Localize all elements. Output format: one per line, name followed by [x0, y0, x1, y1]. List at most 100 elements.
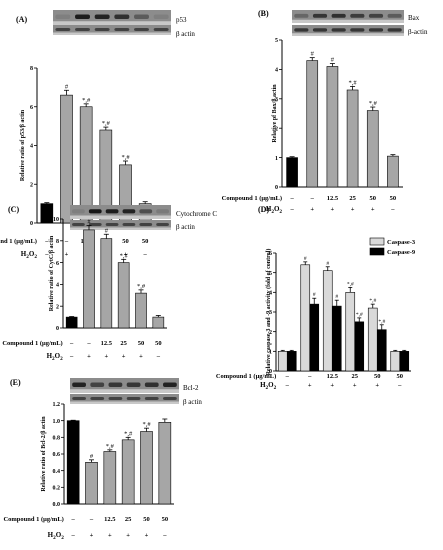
- panel-b-row2-label: H2O2: [266, 205, 283, 215]
- panel-b-y-tick-label: 0: [275, 185, 278, 191]
- panel-a-bar: [60, 94, 73, 224]
- panel-c-ylabel: Relative ratio of CytC/β actin: [49, 235, 55, 311]
- panel-a-y-tick-label: 8: [30, 66, 33, 72]
- panel-d-bar-caspase-9: [331, 305, 342, 372]
- panel-e-annotation: #: [90, 453, 94, 460]
- panel-e-loading-blot-band: [108, 397, 123, 400]
- panel-c-label: (C): [8, 205, 19, 214]
- panel-b-bar: [387, 155, 399, 188]
- panel-c-target-blot-edge: [70, 215, 171, 219]
- panel-d-annotation: *,#: [347, 281, 354, 287]
- panel-b-label: (B): [258, 9, 269, 18]
- panel-e-bar: [66, 420, 80, 505]
- panel-d-bar-caspase-9: [354, 321, 365, 372]
- panel-b-loading-blot-band: [331, 28, 346, 32]
- panel-c-loading-blot-band: [105, 223, 119, 226]
- panel-b-target-blot-edge: [292, 19, 404, 23]
- panel-e-y-tick-label: 0.8: [53, 436, 61, 442]
- panel-a-target-blot-edge: [53, 21, 171, 25]
- panel-d-annotation: *,#: [369, 298, 376, 304]
- panel-b-target-blot-band: [387, 13, 402, 18]
- panel-b-target-blot-band: [368, 13, 384, 18]
- panel-a-target-blot: [53, 10, 171, 25]
- panel-e-loading-blot: [70, 394, 179, 404]
- panel-e-target-blot-band: [108, 382, 123, 387]
- panel-e-bar: [158, 422, 172, 505]
- panel-c-annotation: *,#: [120, 252, 129, 259]
- panel-a-y-tick-label: 0: [30, 221, 33, 227]
- panel-b-row1-value: –: [289, 195, 294, 202]
- panel-c-target-blot-band: [72, 209, 85, 214]
- panel-d-row1-value: 50: [397, 373, 404, 380]
- panel-c-target-blot-band: [105, 209, 119, 214]
- panel-e-label: (E): [10, 378, 21, 387]
- panel-d-legend-label: Caspase-3: [387, 239, 416, 246]
- panel-b-target-blot-band: [350, 13, 365, 18]
- panel-a-loading-blot-edge: [53, 32, 171, 35]
- panel-b-row2-value: –: [390, 206, 395, 213]
- panel-c-row1-value: –: [69, 340, 74, 347]
- panel-c-bar: [100, 238, 113, 329]
- panel-e-annotation: *,#: [124, 430, 133, 437]
- panel-b-row1-label: Compound 1 (μg/mL): [222, 195, 282, 202]
- panel-c-row2-value: +: [87, 353, 91, 360]
- panel-a-loading-blot-band: [75, 28, 90, 31]
- panel-b-row2-value: +: [331, 206, 335, 213]
- panel-e-y-tick-label: 0.2: [53, 486, 61, 492]
- panel-d-legend-label: Caspase-9: [387, 249, 416, 256]
- panel-c-annotation: *,#: [137, 283, 146, 290]
- panel-b-blot-label: Bax: [408, 14, 420, 22]
- panel-b-loading-blot-band: [368, 28, 384, 32]
- panel-b-y-tick-label: 3: [275, 97, 278, 103]
- panel-a-loading-blot-band: [94, 28, 110, 31]
- panel-e-loading-blot-band: [126, 397, 141, 400]
- panel-b-loading-blot-edge: [292, 33, 404, 36]
- panel-d-row2-value: +: [375, 382, 379, 389]
- panel-b-bar: [306, 60, 319, 188]
- panel-b-bar: [346, 89, 359, 188]
- panel-c-loading-blot-band: [156, 223, 169, 226]
- panel-d-bar-caspase-9: [399, 351, 410, 372]
- panel-c-y-tick-label: 6: [56, 261, 59, 267]
- panel-c-y-tick-label: 10: [53, 217, 59, 223]
- panel-c-target-blot-band: [88, 209, 102, 214]
- panel-d-bar-caspase-3: [390, 351, 401, 372]
- panel-a-target-blot-band: [75, 14, 90, 19]
- panel-d-row2-value: +: [353, 382, 357, 389]
- panel-d-annotation: #: [304, 256, 307, 262]
- panel-e-y-tick-label: 1.2: [53, 402, 61, 408]
- panel-d-bar-caspase-9: [376, 329, 387, 372]
- panel-e-row2-value: –: [71, 532, 76, 539]
- panel-b-y-tick-label: 2: [275, 126, 278, 132]
- panel-a-y-tick-label: 6: [30, 105, 33, 111]
- panel-e-row1-value: –: [71, 516, 76, 523]
- panel-a-target-blot-band: [114, 14, 130, 19]
- panel-b-row1-value: –: [310, 195, 315, 202]
- panel-b-loading-blot-band: [312, 28, 328, 32]
- panel-b-bar: [286, 157, 298, 188]
- panel-a-ylabel: Relative ratio of p53/β actin: [20, 109, 26, 181]
- panel-e-row2-value: +: [145, 532, 149, 539]
- panel-d-bar-caspase-3: [322, 270, 333, 372]
- panel-a-y-tick-label: 4: [30, 144, 33, 150]
- panel-c-row2-value: +: [122, 353, 126, 360]
- panel-c-target-blot: [70, 205, 171, 219]
- panel-a-blot-label: p53: [176, 16, 187, 24]
- panel-e-ylabel: Relative ratio of Bcl-2/β actin: [41, 416, 47, 492]
- panel-a-annotation: *,#: [82, 97, 91, 104]
- panel-b-target-blot-band: [312, 13, 328, 18]
- panel-e-row2-value: +: [108, 532, 112, 539]
- panel-c-loading-blot-edge: [70, 227, 171, 230]
- panel-e-loading-blot-band: [163, 397, 177, 400]
- panel-c-bar: [152, 316, 165, 329]
- panel-d-row1-value: 25: [352, 373, 359, 380]
- panel-c-row2-label: H2O2: [47, 352, 64, 362]
- panel-b-loading-blot-band: [387, 28, 402, 32]
- panel-b-y-tick-label: 5: [275, 38, 278, 44]
- panel-b-y-tick-label: 1: [275, 156, 278, 162]
- panel-e-target-blot-band: [144, 382, 159, 387]
- panel-a-loading-blot-band: [55, 28, 71, 31]
- panel-e-y-tick-label: 0.0: [53, 502, 61, 508]
- panel-c-row1-value: 25: [120, 340, 127, 347]
- panel-e-y-tick-label: 0.4: [53, 469, 61, 475]
